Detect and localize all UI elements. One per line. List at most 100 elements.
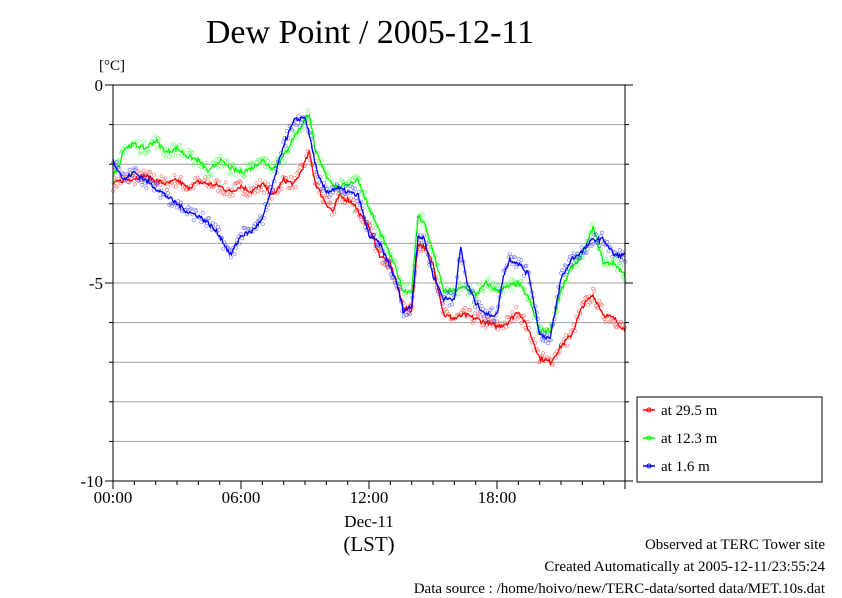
data-sample — [522, 273, 526, 278]
data-sample — [418, 212, 423, 217]
data-sample — [328, 192, 333, 197]
data-sample — [190, 150, 195, 155]
data-sample — [217, 227, 222, 232]
data-sample — [446, 290, 451, 295]
data-sample — [591, 221, 595, 226]
data-sample — [387, 257, 392, 262]
data-sample — [354, 196, 359, 201]
data-sample — [317, 180, 322, 185]
data-sample — [328, 201, 333, 206]
data-sample — [565, 343, 570, 348]
series-1-line — [112, 112, 626, 334]
data-sample — [200, 210, 205, 215]
data-sample — [441, 301, 446, 306]
data-sample — [450, 302, 455, 307]
data-sample — [514, 265, 519, 270]
data-sample — [506, 315, 511, 320]
data-sample — [382, 257, 387, 262]
data-sample — [370, 220, 375, 225]
data-sample — [223, 180, 228, 185]
data-sample — [224, 191, 229, 196]
data-sample — [513, 255, 517, 260]
data-sample — [482, 288, 487, 293]
data-sample — [327, 174, 332, 179]
data-sample — [483, 325, 488, 330]
data-sample — [523, 264, 528, 269]
data-sample — [363, 189, 368, 194]
data-sample — [227, 194, 232, 199]
data-sample — [593, 303, 598, 308]
data-sample — [172, 141, 177, 146]
data-sample — [329, 185, 334, 190]
data-sample — [208, 181, 213, 185]
data-sample — [127, 167, 132, 172]
x-axis-label: (LST) — [343, 532, 394, 556]
data-sample — [478, 314, 483, 319]
data-sample — [254, 181, 259, 186]
data-sample — [597, 244, 602, 249]
data-sample — [465, 293, 470, 298]
data-sample — [543, 339, 548, 344]
data-sample — [326, 170, 330, 175]
data-sample — [551, 362, 556, 367]
data-sample — [166, 184, 170, 189]
x-axis-date-label: Dec-11 — [344, 512, 393, 531]
data-sample — [448, 291, 453, 296]
data-sample — [269, 196, 274, 201]
data-sample — [312, 133, 316, 137]
series-lines — [111, 107, 627, 368]
data-sample — [271, 161, 275, 166]
data-sample — [519, 320, 524, 325]
data-sample — [470, 321, 475, 326]
data-sample — [268, 166, 273, 170]
data-sample — [189, 206, 194, 211]
data-sample — [610, 254, 615, 259]
data-sample — [386, 266, 391, 271]
data-sample — [560, 268, 565, 273]
data-sample — [242, 226, 247, 231]
data-sample — [287, 185, 292, 190]
x-tick-label: 00:00 — [94, 488, 133, 507]
data-sample — [141, 168, 146, 173]
data-sample — [228, 255, 233, 260]
data-sample — [374, 243, 379, 248]
data-sample — [419, 240, 424, 245]
data-sample — [584, 251, 589, 255]
series-2-samples — [111, 114, 627, 346]
data-sample — [482, 314, 487, 319]
legend-swatch-marker — [646, 407, 652, 413]
data-sample — [288, 174, 293, 179]
data-sample — [154, 181, 159, 186]
data-sample — [123, 151, 128, 156]
data-sample — [474, 296, 479, 301]
data-sample — [352, 186, 357, 191]
data-sample — [584, 295, 589, 299]
data-sample — [468, 283, 473, 288]
data-sample — [510, 289, 515, 294]
data-sample — [194, 209, 199, 214]
data-sample — [473, 304, 478, 309]
data-sample — [546, 341, 551, 346]
data-sample — [209, 227, 214, 232]
data-sample — [126, 180, 131, 185]
data-sample — [480, 323, 485, 327]
data-sample — [615, 268, 620, 273]
series-1-samples — [111, 107, 627, 340]
data-sample — [479, 303, 484, 308]
data-sample — [248, 192, 252, 197]
data-sample — [239, 180, 243, 185]
data-sample — [418, 233, 423, 238]
data-sample — [600, 303, 604, 308]
data-sample — [505, 315, 510, 320]
data-sample — [148, 170, 153, 175]
data-sample — [404, 313, 409, 318]
data-sample — [155, 181, 160, 186]
data-sample — [171, 183, 176, 188]
data-sample — [233, 173, 238, 178]
data-sample — [484, 319, 489, 324]
data-sample — [173, 184, 178, 189]
data-sample — [228, 171, 233, 176]
data-sample — [488, 288, 493, 293]
data-sample — [259, 187, 264, 192]
